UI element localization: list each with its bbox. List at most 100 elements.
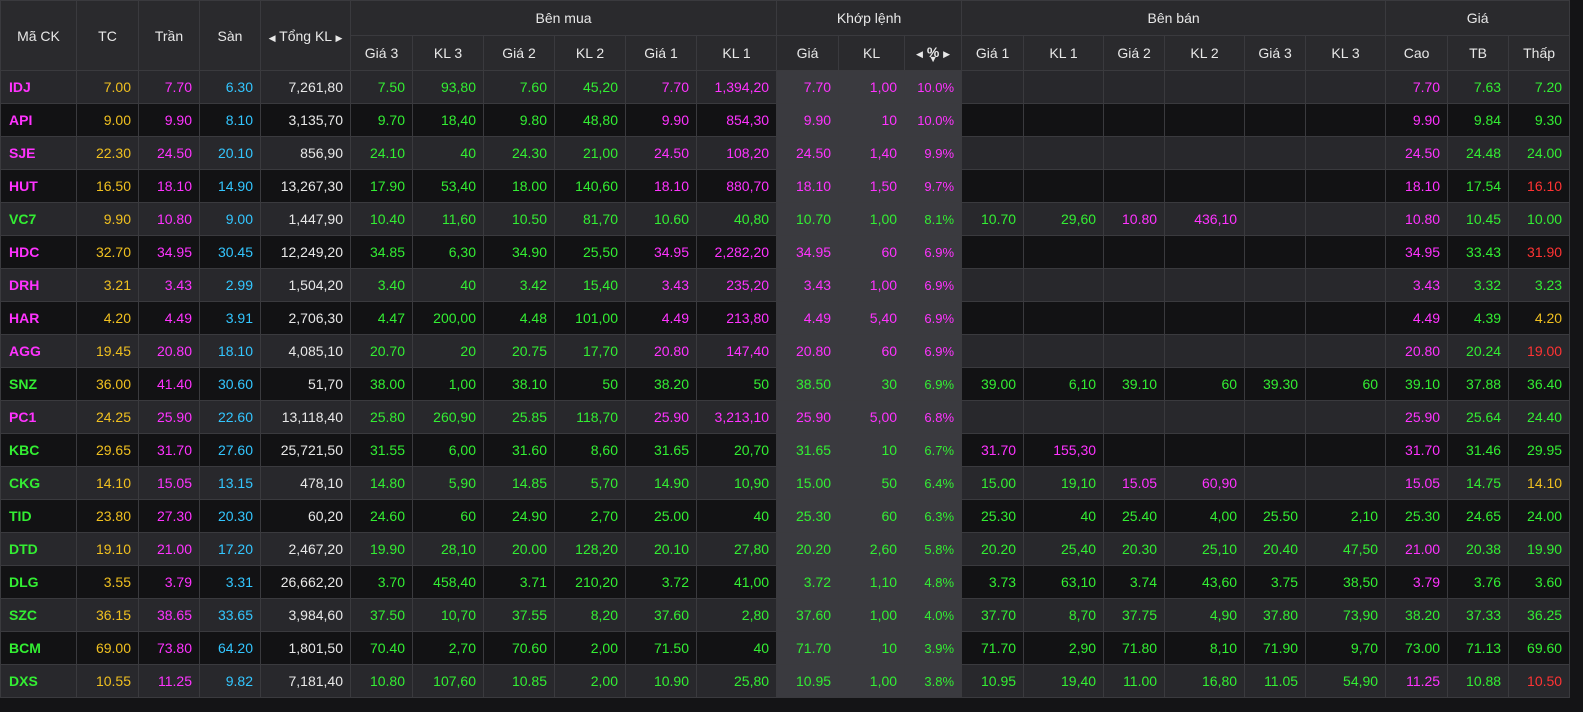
- buy-price-3-cell[interactable]: 19.90: [350, 532, 413, 566]
- sell-price-1-cell[interactable]: 31.70: [961, 433, 1025, 467]
- sell-price-1-cell[interactable]: [961, 301, 1025, 335]
- buy-vol-2-cell[interactable]: 2,70: [554, 499, 626, 533]
- symbol-cell[interactable]: IDJ: [0, 70, 77, 104]
- sell-price-1-cell[interactable]: 15.00: [961, 466, 1025, 500]
- sell-vol-1-cell[interactable]: 155,30: [1023, 433, 1105, 467]
- buy-vol-2-cell[interactable]: 2,00: [554, 631, 626, 665]
- buy-price-2-cell[interactable]: 3.42: [483, 268, 555, 302]
- sell-vol-2-cell[interactable]: 25,10: [1164, 532, 1246, 566]
- buy-vol-1-cell[interactable]: 213,80: [695, 301, 778, 335]
- buy-vol-1-cell[interactable]: 27,80: [695, 532, 778, 566]
- symbol-cell[interactable]: HUT: [0, 169, 77, 203]
- table-row[interactable]: API 9.00 9.90 8.10 3,135,70 9.70 18,40 9.80 48,8…: [0, 103, 1571, 137]
- buy-vol-1-cell[interactable]: 40,80: [695, 202, 778, 236]
- buy-vol-2-cell[interactable]: 5,70: [554, 466, 626, 500]
- sell-price-2-cell[interactable]: [1103, 334, 1166, 368]
- buy-vol-3-cell[interactable]: 20: [412, 334, 484, 368]
- sell-price-2-cell[interactable]: 39.10: [1103, 367, 1166, 401]
- buy-vol-2-cell[interactable]: 25,50: [554, 235, 626, 269]
- sell-price-2-cell[interactable]: 71.80: [1103, 631, 1166, 665]
- buy-vol-3-cell[interactable]: 260,90: [412, 400, 484, 434]
- sell-price-2-cell[interactable]: [1103, 169, 1166, 203]
- sell-price-2-cell[interactable]: [1103, 433, 1166, 467]
- sell-price-1-cell[interactable]: 20.20: [961, 532, 1025, 566]
- buy-price-3-cell[interactable]: 9.70: [350, 103, 413, 137]
- table-row[interactable]: CKG 14.10 15.05 13.15 478,10 14.80 5,90 14.85 5,…: [0, 466, 1571, 500]
- sell-price-1-cell[interactable]: [961, 136, 1025, 170]
- sell-vol-3-cell[interactable]: [1305, 235, 1387, 269]
- sell-price-1-cell[interactable]: [961, 103, 1025, 137]
- symbol-cell[interactable]: VC7: [0, 202, 77, 236]
- buy-vol-1-cell[interactable]: 1,394,20: [695, 70, 778, 104]
- buy-vol-3-cell[interactable]: 53,40: [412, 169, 484, 203]
- sell-vol-3-cell[interactable]: [1305, 334, 1387, 368]
- sell-vol-2-cell[interactable]: [1164, 268, 1246, 302]
- buy-price-3-cell[interactable]: 4.47: [350, 301, 413, 335]
- buy-vol-3-cell[interactable]: 458,40: [412, 565, 484, 599]
- buy-price-2-cell[interactable]: 20.00: [483, 532, 555, 566]
- col-avg[interactable]: TB: [1447, 35, 1510, 71]
- buy-vol-3-cell[interactable]: 107,60: [412, 664, 484, 698]
- sell-vol-3-cell[interactable]: [1305, 103, 1387, 137]
- triangle-right-icon[interactable]: ▶: [335, 32, 343, 43]
- col-sell-vol-2[interactable]: KL 2: [1164, 35, 1246, 71]
- buy-price-1-cell[interactable]: 31.65: [625, 433, 697, 467]
- buy-vol-2-cell[interactable]: 45,20: [554, 70, 626, 104]
- sell-price-2-cell[interactable]: 37.75: [1103, 598, 1166, 632]
- symbol-cell[interactable]: DRH: [0, 268, 77, 302]
- sell-vol-2-cell[interactable]: [1164, 136, 1246, 170]
- buy-vol-3-cell[interactable]: 40: [412, 136, 484, 170]
- symbol-cell[interactable]: SNZ: [0, 367, 77, 401]
- sell-vol-2-cell[interactable]: 43,60: [1164, 565, 1246, 599]
- sell-vol-1-cell[interactable]: [1023, 268, 1105, 302]
- sell-price-1-cell[interactable]: [961, 169, 1025, 203]
- sell-price-3-cell[interactable]: 71.90: [1244, 631, 1307, 665]
- buy-price-2-cell[interactable]: 10.50: [483, 202, 555, 236]
- sell-price-3-cell[interactable]: [1244, 202, 1307, 236]
- buy-vol-2-cell[interactable]: 8,20: [554, 598, 626, 632]
- symbol-cell[interactable]: DTD: [0, 532, 77, 566]
- buy-vol-1-cell[interactable]: 50: [695, 367, 778, 401]
- col-buy-vol-2[interactable]: KL 2: [554, 35, 626, 71]
- triangle-left-icon[interactable]: ◀: [268, 32, 276, 43]
- buy-price-2-cell[interactable]: 34.90: [483, 235, 555, 269]
- buy-price-3-cell[interactable]: 70.40: [350, 631, 413, 665]
- buy-vol-3-cell[interactable]: 6,00: [412, 433, 484, 467]
- sell-vol-2-cell[interactable]: 16,80: [1164, 664, 1246, 698]
- sell-price-3-cell[interactable]: [1244, 400, 1307, 434]
- sell-vol-2-cell[interactable]: 436,10: [1164, 202, 1246, 236]
- buy-price-3-cell[interactable]: 17.90: [350, 169, 413, 203]
- triangle-left-icon[interactable]: ◀: [916, 49, 923, 60]
- sell-vol-3-cell[interactable]: [1305, 466, 1387, 500]
- buy-vol-2-cell[interactable]: 2,00: [554, 664, 626, 698]
- sell-vol-3-cell[interactable]: 47,50: [1305, 532, 1387, 566]
- col-sell-price-3[interactable]: Giá 3: [1244, 35, 1307, 71]
- sell-vol-2-cell[interactable]: [1164, 103, 1246, 137]
- sell-vol-1-cell[interactable]: [1023, 334, 1105, 368]
- buy-price-1-cell[interactable]: 18.10: [625, 169, 697, 203]
- buy-price-1-cell[interactable]: 38.20: [625, 367, 697, 401]
- sell-vol-3-cell[interactable]: [1305, 433, 1387, 467]
- symbol-cell[interactable]: CKG: [0, 466, 77, 500]
- buy-vol-1-cell[interactable]: 854,30: [695, 103, 778, 137]
- buy-price-1-cell[interactable]: 20.10: [625, 532, 697, 566]
- buy-price-1-cell[interactable]: 3.72: [625, 565, 697, 599]
- sell-vol-3-cell[interactable]: 73,90: [1305, 598, 1387, 632]
- sell-vol-1-cell[interactable]: 63,10: [1023, 565, 1105, 599]
- col-sell-price-2[interactable]: Giá 2: [1103, 35, 1166, 71]
- table-row[interactable]: HUT 16.50 18.10 14.90 13,267,30 17.90 53,40 18.…: [0, 169, 1571, 203]
- sell-price-3-cell[interactable]: [1244, 169, 1307, 203]
- buy-vol-2-cell[interactable]: 50: [554, 367, 626, 401]
- sell-vol-2-cell[interactable]: 4,00: [1164, 499, 1246, 533]
- sell-price-3-cell[interactable]: 39.30: [1244, 367, 1307, 401]
- buy-price-3-cell[interactable]: 25.80: [350, 400, 413, 434]
- buy-vol-3-cell[interactable]: 40: [412, 268, 484, 302]
- buy-price-1-cell[interactable]: 25.90: [625, 400, 697, 434]
- buy-price-2-cell[interactable]: 4.48: [483, 301, 555, 335]
- buy-vol-3-cell[interactable]: 5,90: [412, 466, 484, 500]
- buy-vol-2-cell[interactable]: 128,20: [554, 532, 626, 566]
- sell-vol-2-cell[interactable]: [1164, 301, 1246, 335]
- buy-price-2-cell[interactable]: 9.80: [483, 103, 555, 137]
- col-buy-vol-3[interactable]: KL 3: [412, 35, 484, 71]
- sell-price-3-cell[interactable]: [1244, 235, 1307, 269]
